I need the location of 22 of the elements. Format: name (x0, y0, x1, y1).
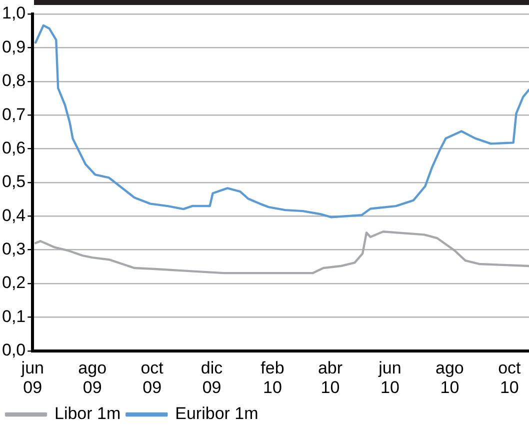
x-tick-label: jun 10 (378, 358, 402, 397)
legend-label: Libor 1m (54, 404, 121, 424)
x-tick-label: ago 09 (78, 358, 107, 397)
x-tick-label: dic 09 (200, 358, 224, 397)
y-tick-label: 0,6 (2, 138, 26, 158)
x-tick-label: oct 10 (498, 358, 522, 397)
y-tick-label: 0,9 (2, 37, 26, 56)
y-tick-label: 0,0 (2, 340, 26, 360)
y-tick-label: 0,3 (2, 240, 26, 259)
y-tick-label: 0,7 (2, 104, 26, 124)
y-tick-label: 0,5 (2, 172, 26, 192)
y-tick-label: 1,0 (2, 4, 26, 23)
y-tick-label: 0,1 (2, 306, 26, 326)
x-tick-label: ago 10 (436, 358, 464, 397)
x-tick-label: abr 10 (318, 358, 343, 397)
legend-label: Euribor 1m (175, 404, 258, 424)
x-tick-label: feb 10 (260, 358, 284, 397)
y-tick-label: 0,2 (2, 273, 26, 292)
x-tick-label: oct 09 (140, 358, 164, 397)
y-tick-label: 0,4 (2, 206, 26, 225)
y-tick-label: 0,8 (2, 71, 26, 90)
x-tick-label: jun 09 (20, 358, 44, 397)
